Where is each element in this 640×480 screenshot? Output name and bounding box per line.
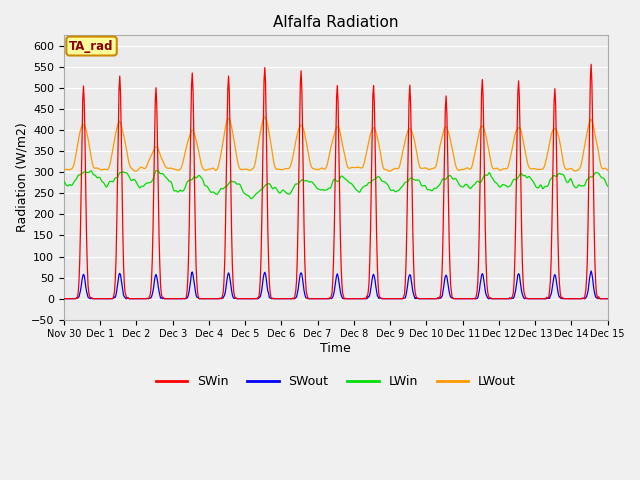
X-axis label: Time: Time bbox=[321, 342, 351, 355]
Title: Alfalfa Radiation: Alfalfa Radiation bbox=[273, 15, 399, 30]
Legend: SWin, SWout, LWin, LWout: SWin, SWout, LWin, LWout bbox=[151, 370, 521, 393]
Text: TA_rad: TA_rad bbox=[69, 39, 114, 52]
Y-axis label: Radiation (W/m2): Radiation (W/m2) bbox=[15, 123, 28, 232]
